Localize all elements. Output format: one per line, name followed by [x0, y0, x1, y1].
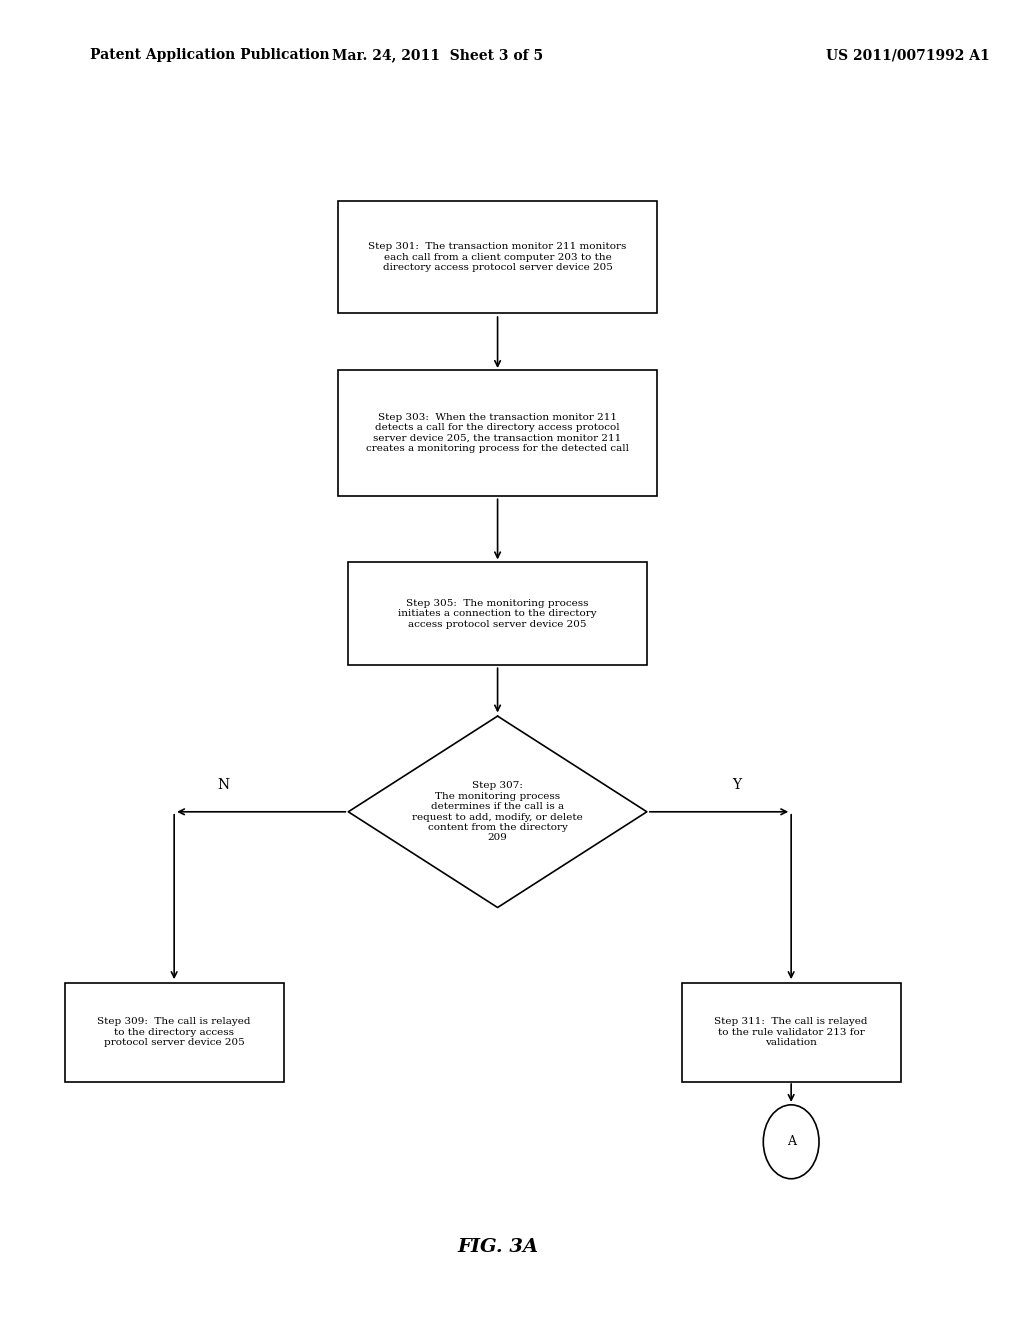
- Text: Mar. 24, 2011  Sheet 3 of 5: Mar. 24, 2011 Sheet 3 of 5: [333, 49, 544, 62]
- Text: Step 301:  The transaction monitor 211 monitors
each call from a client computer: Step 301: The transaction monitor 211 mo…: [369, 243, 627, 272]
- Circle shape: [763, 1105, 819, 1179]
- Text: Y: Y: [732, 779, 741, 792]
- Text: FIG. 3A: FIG. 3A: [457, 1238, 539, 1257]
- Polygon shape: [348, 715, 647, 908]
- Bar: [65, 982, 284, 1082]
- Text: Step 303:  When the transaction monitor 211
detects a call for the directory acc: Step 303: When the transaction monitor 2…: [367, 413, 629, 453]
- Bar: [338, 201, 656, 313]
- Text: A: A: [786, 1135, 796, 1148]
- Bar: [338, 370, 656, 495]
- Text: Step 309:  The call is relayed
to the directory access
protocol server device 20: Step 309: The call is relayed to the dir…: [97, 1018, 251, 1047]
- Text: N: N: [218, 779, 230, 792]
- Text: Step 305:  The monitoring process
initiates a connection to the directory
access: Step 305: The monitoring process initiat…: [398, 599, 597, 628]
- Text: US 2011/0071992 A1: US 2011/0071992 A1: [826, 49, 990, 62]
- Bar: [682, 982, 901, 1082]
- Text: Patent Application Publication: Patent Application Publication: [89, 49, 329, 62]
- Text: Step 307:
The monitoring process
determines if the call is a
request to add, mod: Step 307: The monitoring process determi…: [413, 781, 583, 842]
- Text: Step 311:  The call is relayed
to the rule validator 213 for
validation: Step 311: The call is relayed to the rul…: [715, 1018, 868, 1047]
- Bar: [348, 562, 647, 665]
